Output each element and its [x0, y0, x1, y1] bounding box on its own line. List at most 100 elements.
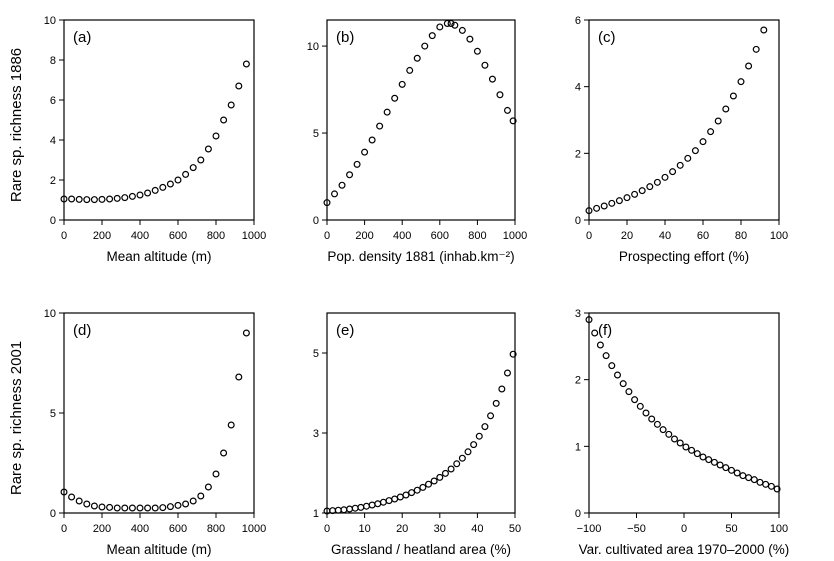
panel-4-x-tick-label: 200 [93, 523, 111, 535]
panel-6-data-point [722, 464, 730, 472]
panel-2-x-tick-label: 1000 [503, 230, 527, 242]
panel-1-data-point [113, 194, 121, 202]
panel-1-data-point [197, 156, 205, 164]
panel-4-data-point [121, 504, 129, 512]
panel-4-data-point [212, 470, 220, 478]
panel-1-data-point [189, 164, 197, 172]
panel-5-data-point [391, 495, 399, 503]
panel-4-data-point [242, 329, 250, 337]
panel-3-data-point [646, 183, 654, 191]
panel-3-data-point [615, 197, 623, 205]
panel-5-data-point [503, 369, 511, 377]
panel-1-data-point [174, 176, 182, 184]
panel-4-x-tick-label: 1000 [242, 523, 266, 535]
panel-2-data-point [436, 23, 444, 31]
panel-6-data-point [745, 474, 753, 482]
panel-5-x-tick-label: 50 [509, 523, 521, 535]
panel-3-y-tick-label: 6 [575, 15, 581, 27]
panel-5-data-point [368, 501, 376, 509]
panel-2-data-point [361, 148, 369, 156]
panel-4-data-point [83, 500, 91, 508]
panel-1-x-tick-label: 400 [131, 230, 149, 242]
panel-3-data-point [669, 168, 677, 176]
panel-5-data-point [453, 460, 461, 468]
panel-5-data-point [413, 486, 421, 494]
panel-1-data-point [136, 191, 144, 199]
panel-1-data-point [220, 116, 228, 124]
panel-5-y-tick-label: 1 [313, 508, 319, 520]
panel-1-x-tick-label: 800 [207, 230, 225, 242]
panel-1-x-tick-label: 200 [93, 230, 111, 242]
panel-1-data-point [212, 132, 220, 140]
panel-1-frame [63, 19, 255, 221]
panel-2-data-point [413, 54, 421, 62]
panel-5-data-point [447, 465, 455, 473]
panel-4-data-point [235, 373, 243, 381]
panel-1-data-point [128, 192, 136, 200]
panel-4-y-tick-label: 5 [50, 408, 56, 420]
panel-1-data-point [68, 195, 76, 203]
panel-1-y-tick-label: 0 [50, 215, 56, 227]
panel-4-x-tick-label: 600 [169, 523, 187, 535]
panel-1-x-tick-label: 0 [61, 230, 67, 242]
panel-5-data-point [408, 489, 416, 497]
panel-3-data-point [729, 92, 737, 100]
panel-1-data-point [151, 186, 159, 194]
panel-6-data-point [653, 420, 661, 428]
panel-5-data-point [385, 497, 393, 505]
panel-2-data-point [331, 190, 339, 198]
panel-1-data-point [121, 194, 129, 202]
panel-3-y-tick-label: 4 [575, 82, 581, 94]
panel-3-data-point [593, 204, 601, 212]
panel-2-data-point [406, 66, 414, 74]
panel-2-y-tick-label: 5 [313, 128, 319, 140]
panel-6-data-point [739, 472, 747, 480]
panel-1-data-point [90, 196, 98, 204]
panel-3-data-point [638, 187, 646, 195]
panel-3-data-point [745, 62, 753, 70]
panel-6-y-tick-label: 1 [575, 441, 581, 453]
panel-6-data-point [625, 388, 633, 396]
panel-3-data-point [752, 45, 760, 53]
panel-5-data-point [374, 500, 382, 508]
panel-6-data-point [602, 352, 610, 360]
panel-2-data-point [338, 181, 346, 189]
panel-2-data-point [481, 61, 489, 69]
panel-6-data-point [665, 430, 673, 438]
panel-2-frame [326, 19, 516, 221]
panel-5-data-point [470, 441, 478, 449]
panel-6-data-point [585, 316, 593, 324]
panel-6-y-tick-label: 2 [575, 375, 581, 387]
panel-2-data-point [428, 32, 436, 40]
panel-6-x-tick-label: −50 [627, 523, 646, 535]
panel-5-data-point [509, 350, 517, 358]
panel-3-data-point [623, 194, 631, 202]
panel-3-data-point [585, 207, 593, 215]
panel-6-data-point [699, 453, 707, 461]
panel-4-x-tick-label: 0 [61, 523, 67, 535]
panel-4-data-point [68, 493, 76, 501]
panel-5-data-point [487, 412, 495, 420]
panel-6-data-point [756, 478, 764, 486]
panel-5-frame [326, 312, 516, 514]
panel-3-x-tick-label: 40 [659, 230, 671, 242]
panel-4-data-point [159, 504, 167, 512]
panel-2-data-point [391, 94, 399, 102]
panel-3-data-point [760, 26, 768, 34]
panel-2-x-tick-label: 200 [355, 230, 373, 242]
panel-6-x-axis-label: Var. cultivated area 1970–2000 (%) [579, 542, 790, 557]
panel-4-x-tick-label: 400 [131, 523, 149, 535]
panel-6-data-point [591, 329, 599, 337]
panel-1-x-tick-label: 600 [169, 230, 187, 242]
panel-4-data-point [220, 449, 228, 457]
panel-4-data-point [60, 488, 68, 496]
panel-3-x-tick-label: 100 [770, 230, 788, 242]
panel-4-x-axis-label: Mean altitude (m) [106, 542, 211, 557]
panel-4-data-point [182, 500, 190, 508]
panel-6-data-point [705, 456, 713, 464]
panel-6-data-point [688, 446, 696, 454]
panel-6-data-point [659, 426, 667, 434]
panel-6-y-tick-label: 3 [575, 308, 581, 320]
panel-3-data-point [661, 173, 669, 181]
